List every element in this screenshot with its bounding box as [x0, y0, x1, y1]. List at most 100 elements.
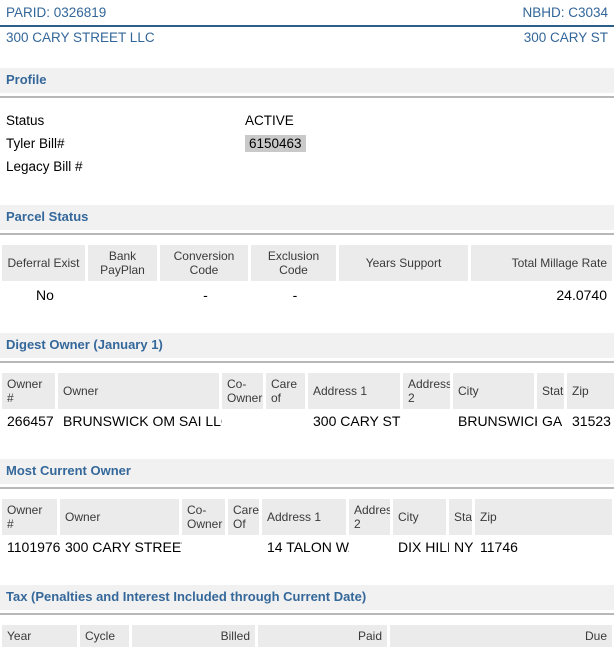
care-of-value	[228, 535, 262, 559]
tax-table: Year Cycle Billed Paid Due 2025 1 14,346…	[2, 625, 612, 651]
due-value: 14,346.14	[390, 647, 612, 651]
col-exclusion-code: Exclusion Code	[251, 245, 339, 281]
parcel-status-section-bar: Parcel Status	[0, 205, 614, 230]
most-current-owner-section: Most Current Owner Owner # Owner Co-Owne…	[0, 459, 614, 559]
most-current-owner-table: Owner # Owner Co-Owner Care Of Address 1…	[2, 499, 612, 559]
profile-fields: Status ACTIVE Tyler Bill# 6150463 Legacy…	[0, 109, 614, 178]
col-paid: Paid	[258, 625, 390, 647]
col-due: Due	[390, 625, 612, 647]
col-owner-number: Owner #	[2, 499, 60, 535]
most-current-owner-section-title: Most Current Owner	[6, 463, 131, 478]
col-total-millage-rate: Total Millage Rate	[471, 245, 612, 281]
most-current-owner-section-bar: Most Current Owner	[0, 459, 614, 484]
billed-value: 14,346.14	[132, 647, 258, 651]
status-label: Status	[6, 113, 45, 128]
total-millage-rate-value: 24.0740	[556, 287, 607, 303]
profile-section: Profile Status ACTIVE Tyler Bill# 615046…	[0, 68, 614, 178]
parcel-status-data-row: No - - 24.0740	[2, 281, 612, 307]
col-billed: Billed	[132, 625, 258, 647]
col-conversion-code: Conversion Code	[160, 245, 251, 281]
digest-owner-data-row: 266457 BRUNSWICK OM SAI LLC 300 CARY ST …	[2, 409, 614, 433]
col-years-support: Years Support	[339, 245, 471, 281]
care-of-value	[266, 409, 308, 433]
owner-value: 300 CARY STREET LLC	[65, 539, 182, 555]
parcel-status-header-row: Deferral Exist Bank PayPlan Conversion C…	[2, 245, 612, 281]
address-1-value: 300 CARY ST	[313, 413, 401, 429]
legacy-bill-label: Legacy Bill #	[6, 159, 83, 174]
col-zip: Zip	[475, 499, 612, 535]
address-2-value	[403, 409, 453, 433]
section-rule	[0, 613, 614, 615]
field-row-legacy-bill: Legacy Bill #	[6, 155, 614, 178]
address-1-value: 14 TALON WAY	[267, 539, 349, 555]
col-co-owner: Co-Owner	[182, 499, 228, 535]
bank-payplan-value	[88, 281, 160, 307]
tyler-bill-value: 6150463	[245, 135, 306, 152]
digest-owner-section-title: Digest Owner (January 1)	[6, 337, 163, 352]
tax-section-bar: Tax (Penalties and Interest Included thr…	[0, 585, 614, 610]
tyler-bill-highlighted-value: 6150463	[245, 135, 306, 152]
year-value: 2025	[2, 647, 80, 651]
digest-owner-table: Owner # Owner Co-Owner Care of Address 1…	[2, 373, 614, 433]
tax-section: Tax (Penalties and Interest Included thr…	[0, 585, 614, 651]
tax-header-row: Year Cycle Billed Paid Due	[2, 625, 612, 647]
col-owner-number: Owner #	[2, 373, 58, 409]
section-rule	[0, 361, 614, 363]
col-address-1: Address 1	[262, 499, 349, 535]
col-co-owner: Co-Owner	[222, 373, 266, 409]
state-value: GA	[542, 413, 563, 429]
col-city: City	[453, 373, 537, 409]
digest-owner-header-row: Owner # Owner Co-Owner Care of Address 1…	[2, 373, 614, 409]
profile-section-bar: Profile	[0, 68, 614, 93]
zip-value: 31523	[572, 413, 611, 429]
col-care-of: Care of	[266, 373, 308, 409]
record-header-row-2: 300 CARY STREET LLC 300 CARY ST	[0, 29, 614, 47]
most-current-owner-data-row: 1101976 300 CARY STREET LLC 14 TALON WAY…	[2, 535, 612, 559]
nbhd-label: NBHD: C3034	[522, 5, 608, 20]
paid-value: 0.00	[258, 647, 390, 651]
tax-row-2025: 2025 1 14,346.14 0.00 14,346.14	[2, 647, 612, 651]
co-owner-value	[222, 409, 266, 433]
parid-label: PARID: 0326819	[6, 5, 107, 20]
col-deferral-exist: Deferral Exist	[2, 245, 88, 281]
col-address-1: Address 1	[308, 373, 403, 409]
header-divider	[0, 25, 614, 27]
parcel-status-section-title: Parcel Status	[6, 209, 89, 224]
owner-value: BRUNSWICK OM SAI LLC	[63, 413, 222, 429]
section-rule	[0, 487, 614, 489]
exclusion-code-value: -	[292, 287, 298, 303]
field-row-tyler-bill: Tyler Bill# 6150463	[6, 132, 614, 155]
parcel-status-section: Parcel Status Deferral Exist Bank PayPla…	[0, 205, 614, 307]
record-header: PARID: 0326819 NBHD: C3034 300 CARY STRE…	[0, 0, 614, 47]
record-header-row-1: PARID: 0326819 NBHD: C3034	[0, 4, 614, 22]
section-rule	[0, 96, 614, 98]
co-owner-value	[182, 535, 228, 559]
deferral-exist-value: No	[36, 287, 54, 303]
city-value: BRUNSWICK	[458, 413, 537, 429]
tax-section-title: Tax (Penalties and Interest Included thr…	[6, 589, 367, 604]
property-address-label: 300 CARY ST	[523, 30, 608, 45]
address-2-value	[349, 535, 393, 559]
tyler-bill-label: Tyler Bill#	[6, 136, 65, 151]
col-address-2: Address 2	[349, 499, 393, 535]
col-care-of: Care Of	[228, 499, 262, 535]
years-support-value	[339, 281, 471, 307]
col-state: State	[449, 499, 475, 535]
digest-owner-section-bar: Digest Owner (January 1)	[0, 333, 614, 358]
field-row-status: Status ACTIVE	[6, 109, 614, 132]
col-owner: Owner	[60, 499, 182, 535]
col-zip: Zip	[567, 373, 614, 409]
owner-number-value: 1101976	[7, 539, 60, 555]
profile-section-title: Profile	[6, 72, 47, 87]
owner-number-value: 266457	[7, 413, 54, 429]
most-current-owner-header-row: Owner # Owner Co-Owner Care Of Address 1…	[2, 499, 612, 535]
city-value: DIX HILLS	[398, 539, 449, 555]
col-bank-payplan: Bank PayPlan	[88, 245, 160, 281]
state-value: NY	[454, 539, 474, 555]
section-rule	[0, 233, 614, 235]
col-year: Year	[2, 625, 80, 647]
status-value: ACTIVE	[245, 113, 294, 128]
col-cycle: Cycle	[80, 625, 132, 647]
owner-name-label: 300 CARY STREET LLC	[6, 30, 155, 45]
